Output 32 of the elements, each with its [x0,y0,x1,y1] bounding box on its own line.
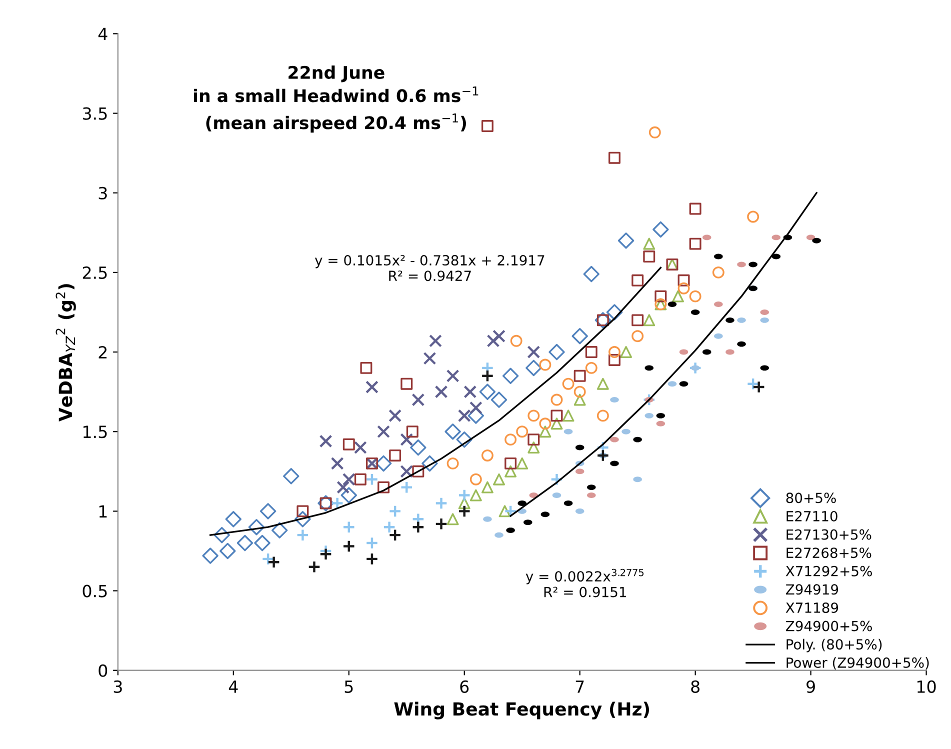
x-tick-label: 3 [114,680,122,693]
y-axis-title: VeDBA$_{YZ}$$^{2}$ (g$^{2}$) [56,284,76,422]
x-tick-label: 9 [806,680,815,693]
y-tick-label: 4 [98,28,108,40]
y-tick-label: 3 [98,186,107,200]
legend-label: Poly. (80+5%) [786,638,882,652]
legend-label: E27130+5% [786,529,872,540]
legend-label: X71189 [786,602,838,613]
chart-title: 22nd June in a small Headwind 0.6 ms$^{−1}$ (mean airspeed 20.4 ms$^{−1}$) [194,66,478,133]
y-tick-label: 2.5 [82,266,107,280]
legend-label: Power (Z94900+5%) [786,657,929,670]
x-tick-label: 10 [918,680,936,693]
legend-label: E27110 [786,510,838,522]
y-tick-label: 3.5 [82,107,107,120]
x-tick-label: 5 [344,680,353,693]
legend-label: Z94900+5% [786,620,872,632]
y-tick-label: 0 [98,664,108,677]
y-tick-label: 0.5 [82,584,107,598]
annotation: y = 0.1015x² - 0.7381x + 2.1917 R² = 0.9427 [314,255,544,282]
y-tick-label: 2 [98,346,107,358]
x-tick-label: 6 [460,680,469,693]
y-tick-label: 1.5 [84,426,107,438]
legend-label: X71292+5% [786,566,872,576]
y-tick-label: 1 [99,505,107,518]
x-tick-label: 7 [576,680,584,693]
legend-label: 80+5% [786,492,836,504]
x-tick-label: 8 [691,680,700,693]
legend-label: Z94919 [786,584,838,595]
annotation: y = 0.0022x$^{3.2775}$ R² = 0.9151 [526,568,644,598]
x-tick-label: 4 [228,680,238,693]
legend-label: E27268+5% [786,548,872,558]
x-axis-title: Wing Beat Fequency (Hz) [394,702,649,720]
